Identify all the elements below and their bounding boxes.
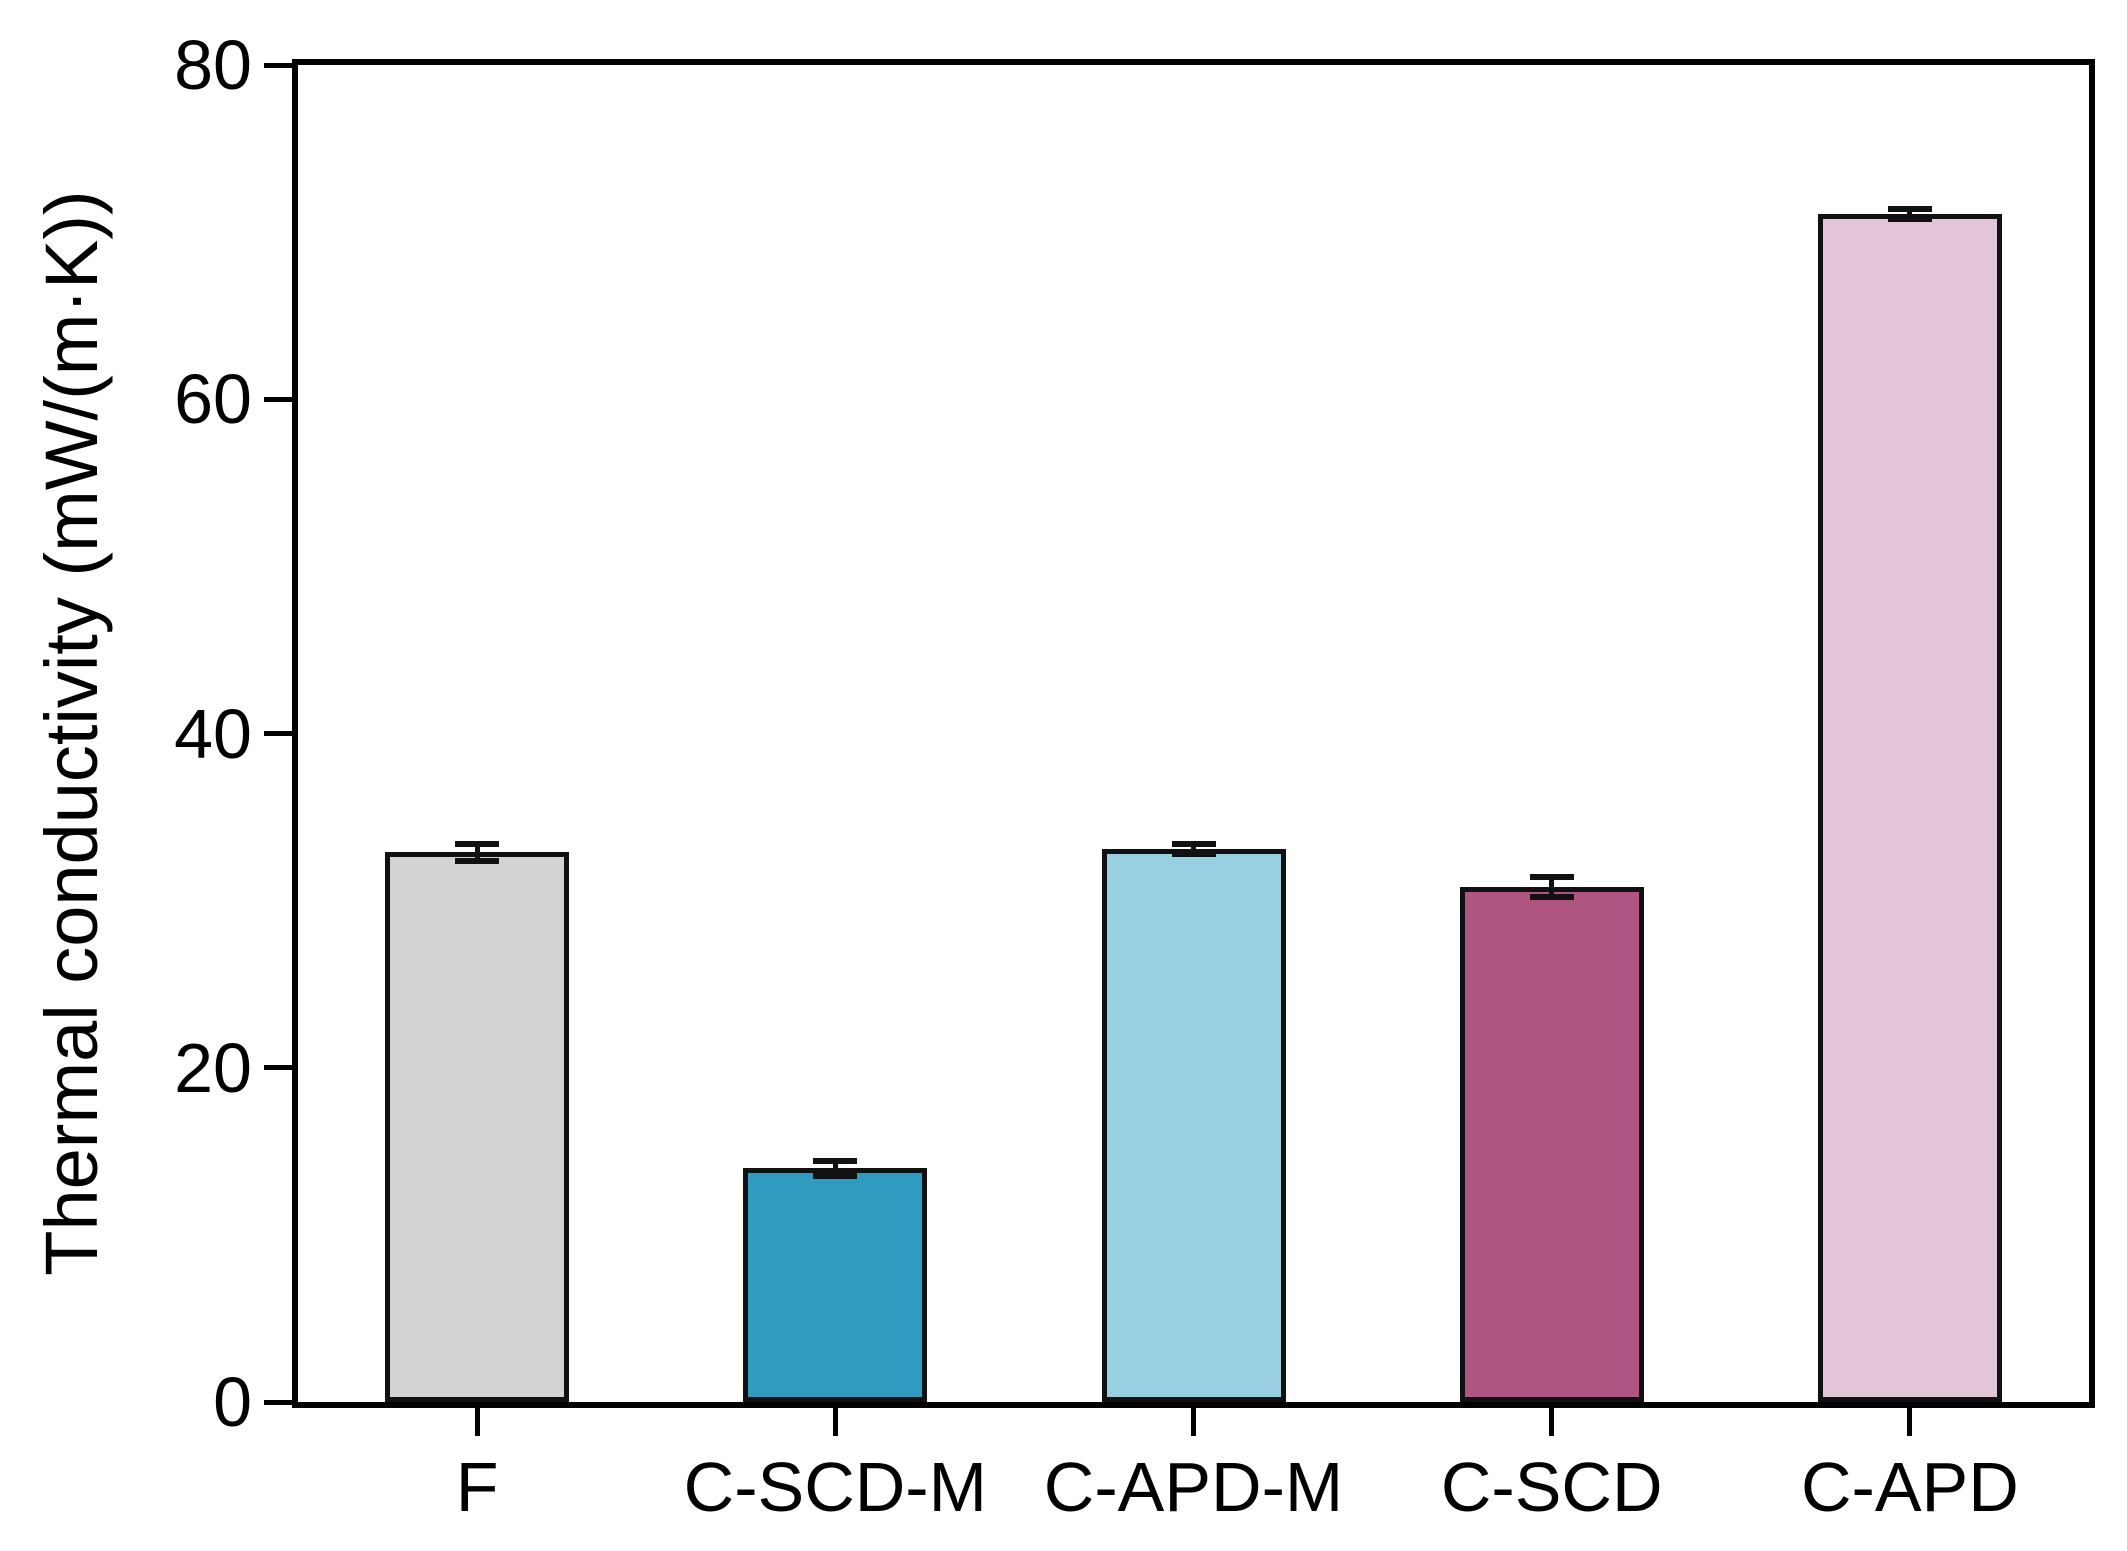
error-bar-cap-bottom [813,1172,858,1179]
y-tick-label: 20 [174,1028,252,1107]
error-bar-cap-bottom [1171,850,1216,857]
x-tick-mark [1907,1408,1913,1436]
x-tick-mark [1191,1408,1196,1436]
error-bar-cap-top [1887,205,1932,212]
y-tick-mark [264,731,292,736]
y-tick-mark [264,1065,292,1071]
y-tick-label: 60 [174,360,252,439]
error-bar-stem [832,1160,838,1176]
error-bar-stem [1191,843,1196,854]
y-tick-mark [264,62,292,68]
error-bar-cap-bottom [455,857,500,864]
error-bar-cap-top [813,1157,858,1164]
error-bar-stem [1549,877,1555,898]
error-bar-cap-top [455,840,500,847]
error-bar-stem [1907,208,1913,219]
y-tick-label: 0 [213,1363,252,1441]
x-label-c-apd: C-APD [1800,1448,2019,1526]
error-bar-cap-top [1529,874,1574,881]
x-tick-mark [474,1408,480,1436]
plot-frame [292,59,2095,1408]
bar-c-apd [1817,213,2002,1402]
bar-c-apd-m [1101,848,1286,1402]
bar-c-scd-m [743,1168,928,1402]
x-label-f: F [455,1448,499,1526]
y-tick-mark [264,396,292,402]
x-tick-mark [832,1408,838,1436]
y-tick-label: 80 [174,26,252,104]
error-bar-stem [474,843,480,861]
bar-f [385,852,570,1402]
error-bar-cap-bottom [1887,215,1932,222]
y-tick-label: 40 [174,694,252,773]
y-tick-mark [264,1399,292,1405]
error-bar-cap-top [1171,840,1216,847]
x-label-c-scd-m: C-SCD-M [683,1448,987,1526]
bar-c-scd [1459,887,1644,1402]
error-bar-cap-bottom [1529,894,1574,901]
x-tick-mark [1549,1408,1555,1436]
plot-area [298,65,2089,1402]
x-label-c-apd-m: C-APD-M [1043,1448,1344,1526]
x-label-c-scd: C-SCD [1440,1448,1663,1526]
